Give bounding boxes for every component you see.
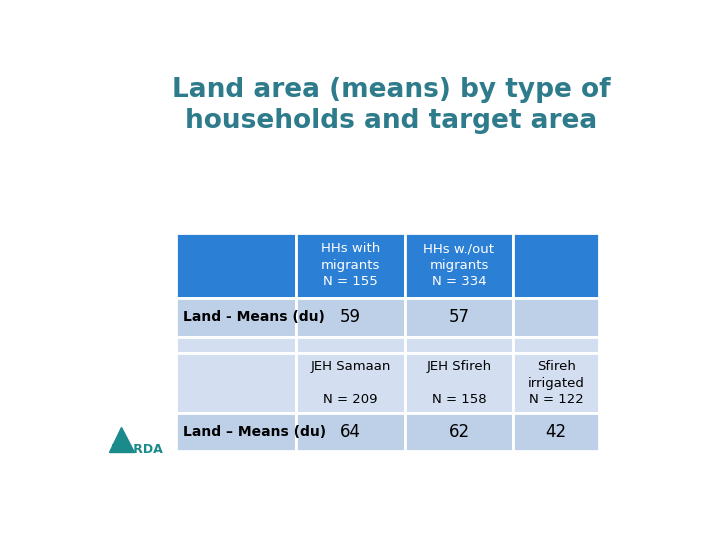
FancyBboxPatch shape [176, 353, 296, 413]
FancyBboxPatch shape [513, 413, 599, 451]
Text: 62: 62 [449, 423, 469, 441]
Text: Land – Means (du): Land – Means (du) [183, 425, 326, 439]
FancyBboxPatch shape [405, 337, 513, 353]
Text: Land area (means) by type of
households and target area: Land area (means) by type of households … [172, 77, 611, 134]
FancyBboxPatch shape [513, 233, 599, 298]
FancyBboxPatch shape [296, 353, 405, 413]
Text: 57: 57 [449, 308, 469, 326]
Text: Sfireh
irrigated
N = 122: Sfireh irrigated N = 122 [528, 360, 585, 406]
FancyBboxPatch shape [405, 353, 513, 413]
Text: 64: 64 [340, 423, 361, 441]
FancyBboxPatch shape [513, 298, 599, 337]
Text: ICARDA: ICARDA [111, 443, 164, 456]
FancyBboxPatch shape [296, 413, 405, 451]
FancyBboxPatch shape [296, 233, 405, 298]
FancyBboxPatch shape [513, 353, 599, 413]
Text: JEH Samaan

N = 209: JEH Samaan N = 209 [310, 360, 391, 406]
FancyBboxPatch shape [405, 298, 513, 337]
Text: HHs w./out
migrants
N = 334: HHs w./out migrants N = 334 [423, 242, 495, 288]
FancyBboxPatch shape [405, 233, 513, 298]
FancyBboxPatch shape [176, 233, 296, 298]
Text: Land - Means (du): Land - Means (du) [183, 310, 325, 325]
Text: 42: 42 [546, 423, 567, 441]
FancyBboxPatch shape [176, 337, 296, 353]
FancyBboxPatch shape [296, 337, 405, 353]
Text: HHs with
migrants
N = 155: HHs with migrants N = 155 [321, 242, 380, 288]
FancyBboxPatch shape [513, 337, 599, 353]
FancyBboxPatch shape [176, 298, 296, 337]
FancyBboxPatch shape [405, 413, 513, 451]
Text: 59: 59 [340, 308, 361, 326]
Text: JEH Sfireh

N = 158: JEH Sfireh N = 158 [426, 360, 492, 406]
FancyBboxPatch shape [176, 413, 296, 451]
FancyBboxPatch shape [296, 298, 405, 337]
